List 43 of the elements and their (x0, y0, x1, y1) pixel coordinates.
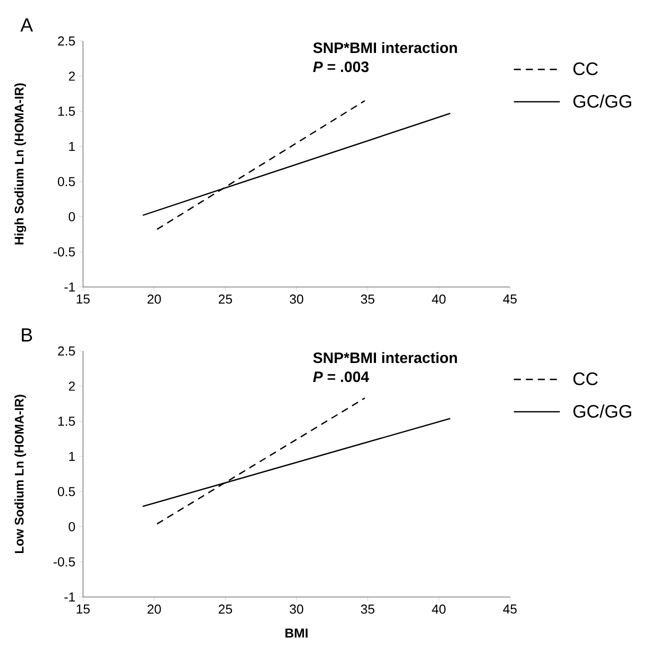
chart-title: B (22, 328, 32, 342)
x-tick-label: 30 (290, 294, 304, 304)
x-tick-label: 20 (148, 604, 161, 614)
y-tick-label: 2 (68, 382, 75, 391)
y-tick-label: 1 (69, 452, 75, 461)
x-tick-label: 35 (360, 294, 374, 304)
x-tick-label: 45 (503, 294, 517, 304)
x-tick-label: 20 (148, 294, 161, 304)
annotation: SNP*BMI interaction (313, 42, 457, 54)
x-tick-label: 35 (360, 604, 374, 614)
x-tick-label: 30 (290, 604, 304, 614)
y-tick-label: -1 (64, 592, 75, 602)
x-tick-label: 40 (432, 294, 446, 304)
y-axis-title: Low Sodium Ln (HOMA-IR) (14, 394, 26, 554)
annotation: P = .003 (313, 61, 369, 72)
y-tick-label: -0.5 (54, 557, 75, 566)
x-tick-label: 45 (503, 604, 517, 614)
legend-label: CC (573, 372, 598, 386)
y-tick-label: 0 (68, 522, 75, 532)
y-axis-title: High Sodium Ln (HOMA-IR) (14, 83, 26, 244)
annotation: P = .004 (313, 371, 370, 382)
y-tick-label: 1 (69, 142, 75, 151)
annotation: SNP*BMI interaction (313, 352, 457, 364)
legend-label: CC (573, 62, 598, 76)
y-tick-label: -0.5 (54, 247, 75, 256)
x-axis-title: BMI (285, 628, 308, 638)
x-tick-label: 25 (218, 604, 232, 614)
x-tick-label: 25 (218, 294, 232, 304)
x-tick-label: 40 (432, 604, 446, 614)
y-tick-label: 0.5 (58, 486, 75, 496)
y-tick-label: 0.5 (58, 176, 75, 186)
y-tick-label: 2 (68, 72, 75, 81)
legend-label: GC/GG (573, 94, 632, 108)
y-tick-label: -1 (64, 282, 75, 292)
chart-title: A (20, 18, 33, 32)
legend-label: GC/GG (573, 404, 632, 418)
x-tick-label: 15 (76, 604, 90, 614)
y-tick-label: 1.5 (58, 106, 75, 116)
y-tick-label: 1.5 (58, 416, 75, 426)
y-tick-label: 2.5 (58, 346, 75, 356)
y-tick-label: 0 (68, 212, 75, 222)
x-tick-label: 15 (76, 294, 90, 304)
y-tick-label: 2.5 (58, 36, 75, 46)
